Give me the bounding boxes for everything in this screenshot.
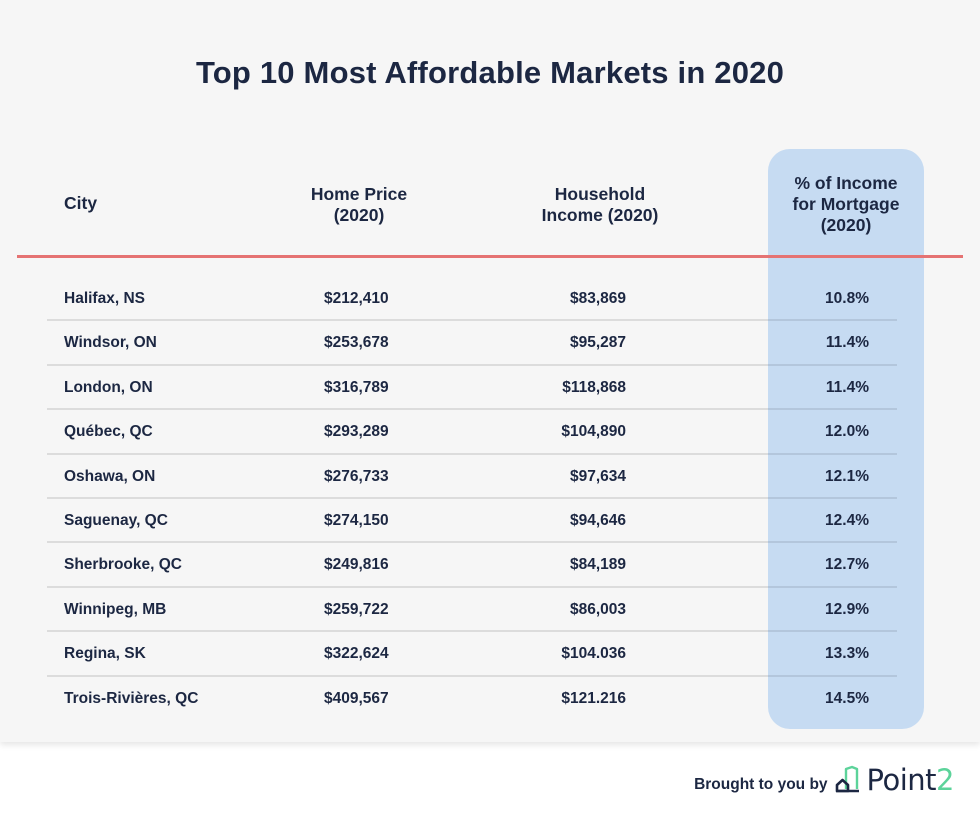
header-line: (2020): [820, 215, 872, 235]
header-line: Home Price: [310, 184, 408, 204]
table-row: Regina, SK $322,624 $104.036 13.3%: [47, 632, 897, 677]
row-divider-highlight: [768, 363, 897, 366]
column-header-city: City: [64, 193, 98, 213]
cell-household-income: $83,869: [569, 290, 626, 307]
cell-pct-income-mortgage: 11.4%: [825, 378, 869, 396]
row-divider-highlight: [768, 674, 897, 677]
header-line: Household: [554, 184, 646, 204]
cell-household-income: $121.216: [561, 689, 626, 707]
header-divider: [17, 255, 963, 258]
column-header-pct-income-mortgage: % of Income for Mortgage (2020): [768, 173, 924, 236]
highlighted-column-background: [768, 149, 924, 729]
cell-city: Saguenay, QC: [64, 511, 168, 529]
cell-home-price: $276,733: [324, 467, 389, 485]
cell-home-price: $293,289: [324, 423, 389, 441]
logo-main: Point: [866, 763, 937, 797]
header-line: % of Income: [794, 173, 898, 193]
cell-pct-income-mortgage: 11.4%: [825, 334, 869, 352]
table-row: Winnipeg, MB $259,722 $86,003 12.9%: [47, 588, 897, 633]
header-line: (2020): [333, 205, 385, 225]
cell-household-income: $84,189: [569, 556, 626, 574]
cell-city: Québec, QC: [64, 423, 153, 441]
cell-city: London, ON: [64, 378, 153, 396]
cell-pct-income-mortgage: 12.9%: [825, 600, 869, 618]
table-row: Saguenay, QC $274,150 $94,646 12.4%: [47, 499, 897, 544]
cell-home-price: $212,410: [324, 290, 389, 307]
table-row: Québec, QC $293,289 $104,890 12.0%: [47, 410, 897, 455]
footer-text: Brought to you by: [694, 776, 828, 793]
cell-pct-income-mortgage: 12.7%: [825, 556, 869, 574]
cell-city: Windsor, ON: [64, 334, 157, 352]
cell-pct-income-mortgage: 12.0%: [825, 423, 869, 441]
cell-home-price: $322,624: [324, 645, 389, 663]
cell-household-income: $94,646: [569, 511, 626, 529]
row-divider-highlight: [768, 452, 897, 455]
table-row: Halifax, NS $212,410 $83,869 10.8%: [47, 277, 897, 322]
cell-city: Regina, SK: [64, 645, 146, 663]
cell-home-price: $316,789: [324, 378, 389, 396]
table-row: Trois-Rivières, QC $409,567 $121.216 14.5%: [47, 677, 897, 721]
cell-home-price: $253,678: [324, 334, 389, 352]
cell-household-income: $118,868: [562, 378, 626, 396]
cell-pct-income-mortgage: 12.1%: [825, 467, 869, 485]
cell-household-income: $97,634: [569, 467, 626, 485]
point2-logo: Point2: [866, 763, 955, 797]
row-divider-highlight: [768, 585, 897, 588]
cell-pct-income-mortgage: 12.4%: [825, 511, 869, 529]
chart-title: Top 10 Most Affordable Markets in 2020: [195, 55, 785, 90]
footer-credit: Brought to you by Point2: [694, 762, 954, 798]
cell-home-price: $259,722: [324, 600, 389, 618]
cell-city: Trois-Rivières, QC: [64, 689, 199, 707]
cell-city: Winnipeg, MB: [64, 600, 167, 618]
table-row: Oshawa, ON $276,733 $97,634 12.1%: [47, 455, 897, 499]
infographic-card: Top 10 Most Affordable Markets in 2020 C…: [17, 55, 963, 729]
cell-city: Oshawa, ON: [64, 467, 156, 485]
row-divider-highlight: [768, 496, 897, 499]
cell-household-income: $86,003: [569, 600, 626, 618]
cell-pct-income-mortgage: 13.3%: [825, 645, 869, 663]
cell-pct-income-mortgage: 14.5%: [825, 689, 869, 707]
cell-home-price: $274,150: [324, 511, 389, 529]
column-header-household-income: Household Income (2020): [500, 184, 700, 226]
row-divider-highlight: [768, 630, 897, 633]
cell-pct-income-mortgage: 10.8%: [825, 290, 869, 307]
row-divider-highlight: [768, 408, 897, 411]
table-row: Windsor, ON $253,678 $95,287 11.4%: [47, 321, 897, 366]
cell-city: Halifax, NS: [64, 290, 145, 307]
header-line: Income (2020): [541, 205, 659, 225]
table-body: Halifax, NS $212,410 $83,869 10.8% Windsor, …: [47, 277, 897, 721]
house-building-icon: [835, 765, 859, 793]
column-header-home-price: Home Price (2020): [270, 184, 448, 226]
cell-home-price: $409,567: [324, 689, 389, 707]
table-row: London, ON $316,789 $118,868 11.4%: [47, 366, 897, 411]
cell-city: Sherbrooke, QC: [64, 556, 182, 574]
cell-household-income: $104.036: [561, 645, 626, 663]
header-line: for Mortgage: [792, 194, 900, 214]
row-divider-highlight: [768, 541, 897, 544]
cell-household-income: $95,287: [569, 334, 626, 352]
cell-household-income: $104,890: [561, 423, 626, 441]
row-divider-highlight: [768, 319, 897, 322]
table-row: Sherbrooke, QC $249,816 $84,189 12.7%: [47, 543, 897, 588]
cell-home-price: $249,816: [324, 556, 389, 574]
logo-accent: 2: [936, 763, 954, 797]
